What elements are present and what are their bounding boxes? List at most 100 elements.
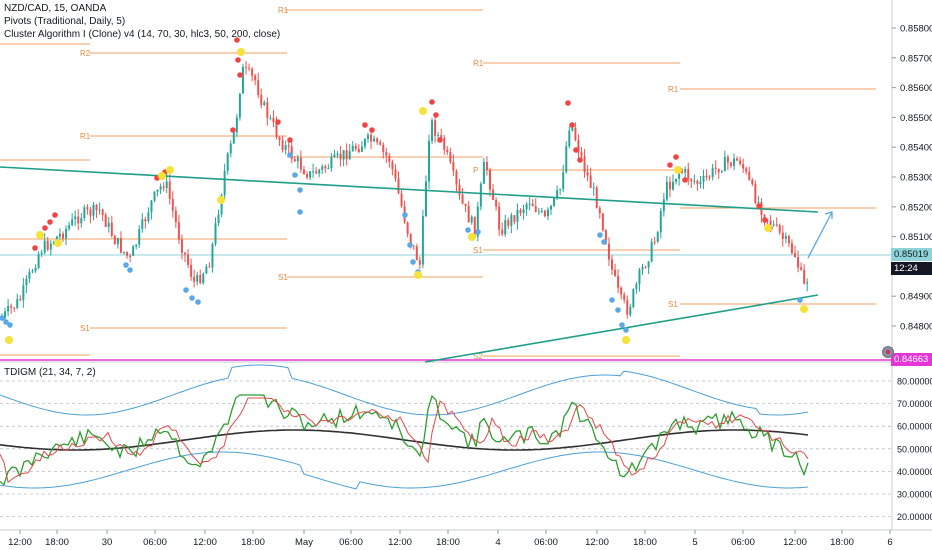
candle-body [132,246,135,256]
candle-body [357,148,360,152]
osc-tick-label: 70.000000 [897,399,932,409]
candle-body [110,222,113,236]
low-marker-label: 0.84663 [891,353,932,366]
signal-dot-blue [127,267,133,273]
candle-body [412,245,415,247]
time-tick-label: 12:00 [193,537,217,548]
candle-body [16,299,19,309]
candle-body [635,284,638,290]
candle-body [659,211,662,233]
candle-body [229,143,232,154]
candle-body [101,209,104,215]
candle-body [321,166,324,170]
candle-body [260,95,263,105]
candle-body [180,239,183,253]
candle-body [86,207,89,210]
candle-body [293,159,296,162]
candle-body [13,307,16,309]
candle-body [431,120,434,142]
alert-icon[interactable] [882,346,894,358]
candle-body [309,171,312,178]
candle-body [449,151,452,163]
candle-body [379,142,382,145]
signal-dot-blue [123,262,129,268]
candle-body [360,146,363,152]
candle-body [113,235,116,245]
candle-body [803,269,806,284]
candle-body [324,166,327,169]
candle-body [607,243,610,260]
candle-body [784,235,787,239]
candle-body [354,145,357,149]
candle-body [748,171,751,180]
candle-body [211,243,214,268]
pivot-label: R2 [80,49,91,58]
candle-body [92,204,95,216]
candle-body [729,162,732,166]
signal-dot-red [762,217,768,223]
candle-body [678,172,681,179]
candle-body [717,168,720,173]
candle-body [248,67,251,69]
signal-dot-red [569,122,575,128]
candle-body [516,209,519,222]
candle-body [598,208,601,214]
candle-body [77,216,80,224]
candle-body [653,241,656,243]
signal-dot-blue [615,307,621,313]
candle-body [46,240,49,250]
candle-body [647,261,650,268]
price-tick-label: 0.85500 [900,113,932,124]
price-tick-label: 0.84900 [900,292,932,303]
support-trendline [424,294,819,363]
time-tick-label: 12:00 [388,537,412,548]
candle-body [336,153,339,155]
candle-body [787,235,790,244]
symbol-legend[interactable]: NZD/CAD, 15, OANDA [4,3,107,14]
signal-dot-red [237,72,243,78]
candle-body [452,162,455,172]
candle-body [470,216,473,223]
candle-body [632,289,635,307]
candle-body [223,170,226,196]
candle-body [168,181,171,199]
candle-body [385,152,388,156]
candle-body [485,161,488,170]
candle-body [156,189,159,192]
candle-body [702,175,705,182]
candle-body [800,267,803,270]
pivots-legend[interactable]: Pivots (Traditional, Daily, 5) [4,16,126,27]
candle-body [43,240,46,253]
candle-body [562,172,565,190]
candle-body [455,171,458,185]
pivot-label: S1 [668,300,678,309]
candle-body [65,228,68,239]
candle-body [269,117,272,119]
candle-body [711,167,714,178]
candle-body [537,211,540,213]
time-tick-label: 18:00 [436,537,460,548]
candle-body [415,246,418,261]
candle-body [19,299,22,301]
candle-body [199,275,202,284]
candle-body [62,233,64,239]
candle-body [446,149,449,152]
candle-body [601,213,604,231]
candle-body [556,190,559,198]
cluster-legend[interactable]: Cluster Algorithm I (Clone) v4 (14, 70, … [4,29,281,40]
candle-body [147,212,150,222]
candle-body [165,181,168,188]
candle-body [217,214,220,224]
candle-body [138,229,141,245]
oscillator-legend[interactable]: TDIGM (21, 34, 7, 2) [4,367,96,378]
candle-body [367,134,369,139]
candle-body [409,233,412,246]
candle-body [620,287,623,295]
candle-body [208,266,211,268]
candle-body [434,120,437,136]
candle-body [153,191,156,201]
osc-signal-line [0,397,809,484]
signal-dot-yellow [5,336,13,344]
signal-dot-yellow [54,239,62,247]
